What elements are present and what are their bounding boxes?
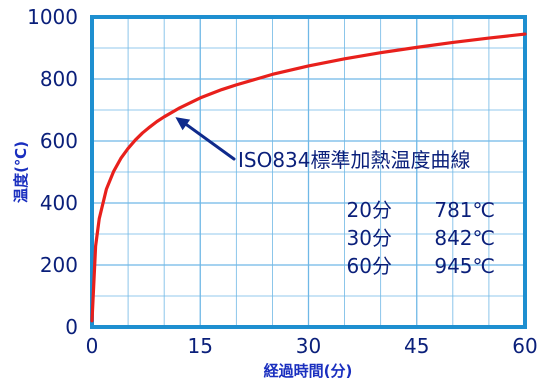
y-tick-label: 400 xyxy=(40,191,78,215)
y-axis-title: 温度(℃) xyxy=(12,141,30,203)
x-ticks: 0 15 30 45 60 xyxy=(86,334,538,358)
y-tick-label: 800 xyxy=(40,67,78,91)
annotation-arrow xyxy=(175,117,236,161)
value-table: 20分 781℃ 30分 842℃ 60分 945℃ xyxy=(347,198,495,278)
series-layer xyxy=(90,32,527,323)
plot-frame xyxy=(90,15,527,329)
table-temp: 781℃ xyxy=(434,198,495,222)
x-tick-label: 45 xyxy=(404,334,429,358)
table-time: 30分 xyxy=(347,226,392,250)
grid xyxy=(92,17,525,327)
series-line xyxy=(90,32,527,323)
arrow-head xyxy=(175,117,191,131)
y-tick-label: 1000 xyxy=(27,5,78,29)
x-tick-label: 60 xyxy=(512,334,537,358)
annotation-label: ISO834標準加熱温度曲線 xyxy=(238,148,471,172)
arrow-shaft xyxy=(182,121,236,161)
table-temp: 842℃ xyxy=(434,226,495,250)
table-time: 20分 xyxy=(347,198,392,222)
table-temp: 945℃ xyxy=(434,254,495,278)
table-time: 60分 xyxy=(347,254,392,278)
x-tick-label: 0 xyxy=(86,334,99,358)
x-tick-label: 15 xyxy=(188,334,213,358)
y-ticks: 0 200 400 600 800 1000 xyxy=(27,5,78,339)
y-tick-label: 200 xyxy=(40,253,78,277)
y-tick-label: 0 xyxy=(65,315,78,339)
x-axis-title: 経過時間(分) xyxy=(264,362,353,380)
y-tick-label: 600 xyxy=(40,129,78,153)
x-tick-label: 30 xyxy=(296,334,321,358)
